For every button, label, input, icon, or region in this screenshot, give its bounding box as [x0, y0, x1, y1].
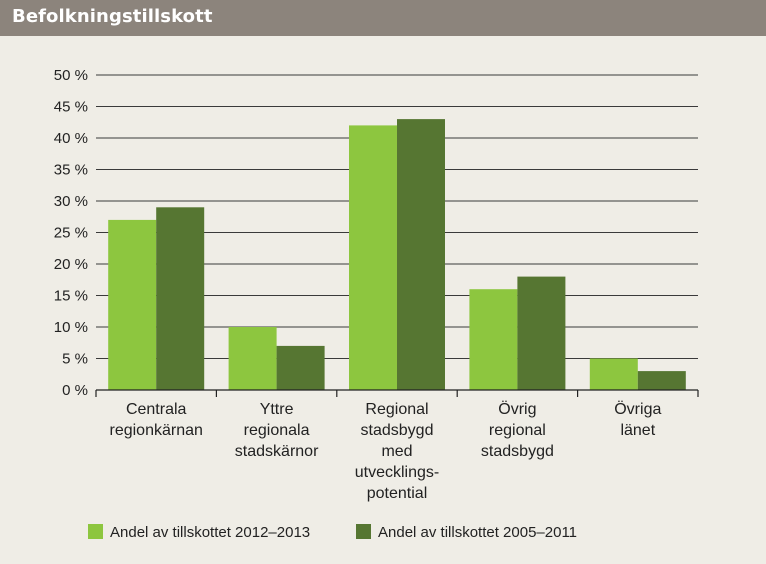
chart-title: Befolkningstillskott: [12, 6, 213, 27]
category-label: regionala: [244, 422, 310, 439]
x-axis: [95, 389, 699, 397]
chart-header: Befolkningstillskott: [0, 0, 766, 36]
bar-series-1: [108, 219, 157, 390]
category-label: stadsbygd: [361, 422, 434, 439]
legend-label: Andel av tillskottet 2005–2011: [378, 524, 577, 541]
category-label: Regional: [365, 401, 428, 418]
legend-swatch: [88, 524, 103, 539]
y-tick-label: 45 %: [54, 99, 88, 116]
y-tick-label: 10 %: [54, 319, 88, 336]
bar-series-1: [349, 125, 397, 391]
y-tick-label: 30 %: [54, 193, 88, 210]
bar-series-2: [517, 276, 566, 390]
category-label: Övrig: [498, 400, 536, 418]
bar-series-2: [276, 345, 325, 390]
bar-series-2: [156, 207, 205, 390]
category-label: stadsbygd: [481, 443, 554, 460]
category-label: Yttre: [260, 401, 294, 418]
bar-series-1: [228, 327, 277, 390]
category-label: med: [381, 443, 412, 460]
y-tick-label: 40 %: [54, 130, 88, 147]
y-tick-label: 5 %: [62, 351, 88, 368]
bar-series-1: [469, 289, 518, 390]
category-label: länet: [620, 422, 655, 439]
category-label: potential: [367, 485, 428, 502]
legend-label: Andel av tillskottet 2012–2013: [110, 524, 310, 541]
y-tick-label: 25 %: [54, 225, 88, 242]
bar-series-2: [397, 119, 445, 390]
x-axis-categories: Centrala regionkärnan Yttre regionala stadsk…: [109, 400, 661, 502]
bar-series-2: [637, 371, 686, 390]
category-label: regional: [489, 422, 546, 439]
y-tick-label: 15 %: [54, 288, 88, 305]
legend-swatch: [356, 524, 371, 539]
bars: [108, 119, 686, 391]
y-tick-label: 0 %: [62, 382, 88, 399]
category-label: Centrala: [126, 401, 187, 418]
y-axis-ticks: 0 % 5 % 10 % 15 % 20 % 25 % 30 % 35 % 40 % 45 % 50…: [54, 67, 88, 399]
bar-series-1: [589, 358, 638, 390]
category-label: utvecklings-: [355, 464, 439, 481]
category-label: Övriga: [614, 400, 661, 418]
category-label: stadskärnor: [235, 443, 319, 460]
legend: Andel av tillskottet 2012–2013 Andel av t…: [88, 524, 577, 541]
y-tick-label: 50 %: [54, 67, 88, 84]
category-label: regionkärnan: [109, 422, 202, 439]
y-tick-label: 20 %: [54, 256, 88, 273]
y-tick-label: 35 %: [54, 162, 88, 179]
